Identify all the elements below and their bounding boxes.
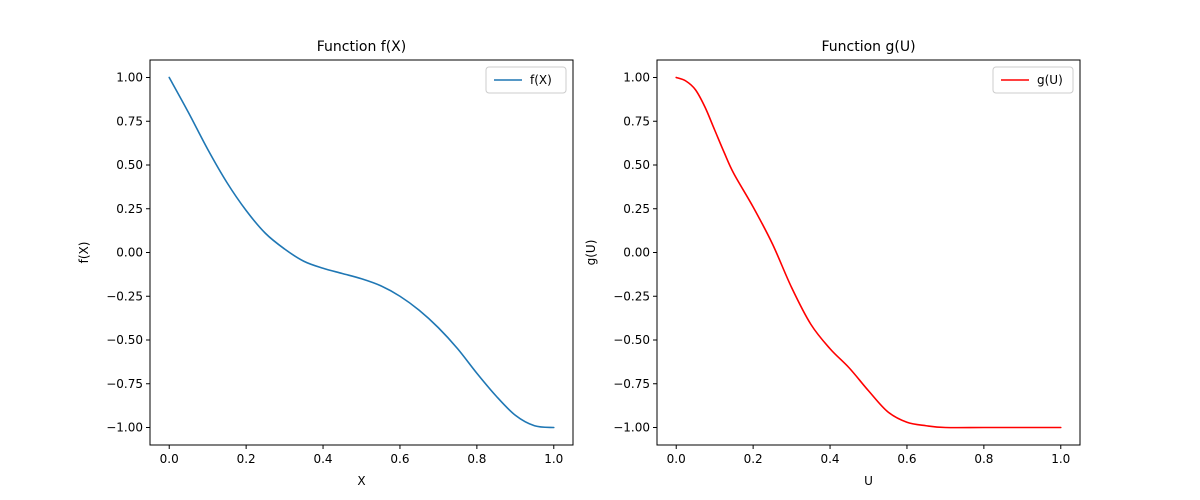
series-line-g	[675, 76, 1062, 429]
x-tick-label: 1.0	[544, 452, 563, 466]
x-tick-label: 0.0	[667, 452, 686, 466]
y-tick-label: −0.25	[613, 289, 650, 303]
y-tick-label: 1.00	[116, 71, 143, 85]
y-tick-label: 0.75	[623, 114, 650, 128]
x-tick-label: 0.6	[897, 452, 916, 466]
y-tick-label: 0.50	[623, 158, 650, 172]
y-tick-label: 0.25	[623, 202, 650, 216]
legend-label: f(X)	[530, 73, 552, 87]
legend-box	[485, 66, 567, 94]
x-axis-label: U	[864, 474, 873, 488]
y-tick-label: 0.75	[116, 114, 143, 128]
y-tick-label: 0.50	[116, 158, 143, 172]
x-tick-label: 0.8	[467, 452, 486, 466]
y-tick-label: 0.00	[116, 246, 143, 260]
y-tick-label: −0.50	[106, 333, 143, 347]
y-tick-label: −0.50	[613, 333, 650, 347]
legend-box	[992, 66, 1074, 94]
y-tick-label: −0.75	[106, 377, 143, 391]
x-axis-label: X	[357, 474, 365, 488]
chart-title: Function g(U)	[821, 39, 915, 55]
y-axis-label: g(U)	[584, 240, 598, 266]
y-tick-label: −1.00	[106, 421, 143, 435]
y-tick-label: −0.75	[613, 377, 650, 391]
legend-label: g(U)	[1037, 73, 1063, 87]
x-tick-label: 0.2	[744, 452, 763, 466]
y-tick-label: −1.00	[613, 421, 650, 435]
x-tick-label: 0.4	[313, 452, 332, 466]
series-line-f	[168, 76, 555, 429]
x-tick-label: 1.0	[1051, 452, 1070, 466]
y-tick-label: −0.25	[106, 289, 143, 303]
y-tick-label: 0.00	[623, 246, 650, 260]
x-tick-label: 0.8	[974, 452, 993, 466]
plot-area-frame	[656, 59, 1081, 446]
y-axis-label: f(X)	[77, 242, 91, 264]
y-tick-label: 0.25	[116, 202, 143, 216]
y-tick-label: 1.00	[623, 71, 650, 85]
plot-area-frame	[149, 59, 574, 446]
x-tick-label: 0.0	[160, 452, 179, 466]
chart-title: Function f(X)	[317, 39, 406, 55]
x-tick-label: 0.6	[390, 452, 409, 466]
x-tick-label: 0.2	[237, 452, 256, 466]
x-tick-label: 0.4	[820, 452, 839, 466]
